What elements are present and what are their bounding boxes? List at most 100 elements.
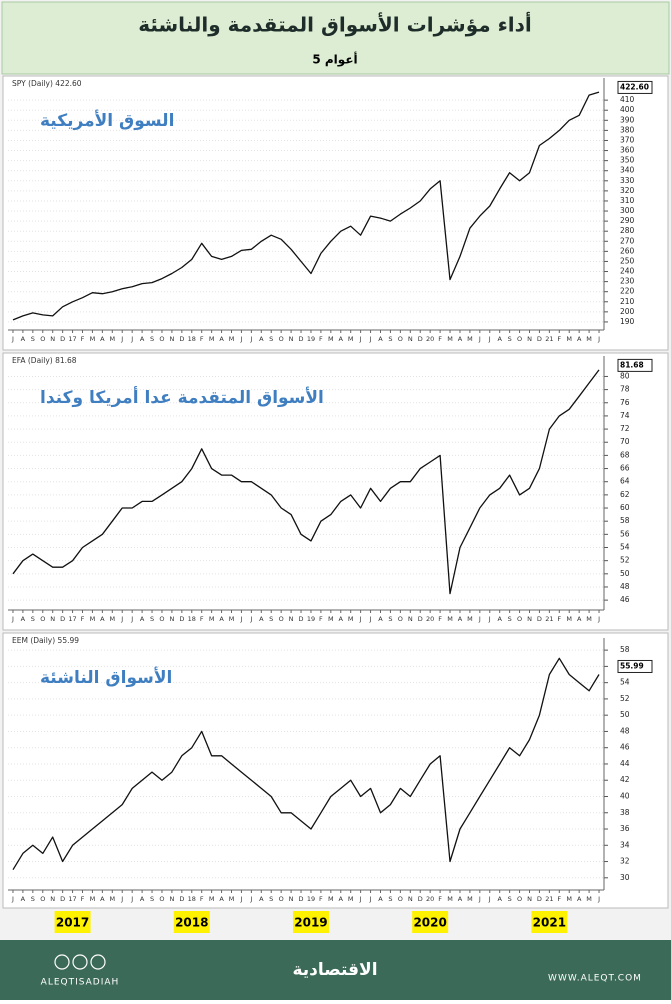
annotation: الأسواق المتقدمة عدا أمريكا وكندا [40, 386, 324, 408]
y-tick-label: 66 [620, 464, 630, 473]
x-tick-label: M [447, 335, 453, 343]
x-tick-label: A [339, 615, 344, 623]
x-tick-label: A [339, 335, 344, 343]
x-tick-label: J [130, 335, 133, 343]
x-tick-label: N [169, 615, 174, 623]
footer-handle: ALEQTISADIAH [41, 978, 120, 988]
x-tick-label: N [527, 615, 532, 623]
last-value-box [617, 358, 653, 372]
x-tick-label: A [100, 615, 105, 623]
x-tick-label: A [497, 615, 502, 623]
year-label: 2019 [294, 916, 327, 930]
subtitle: 5 أعوام [312, 52, 357, 68]
x-tick-label: O [398, 895, 403, 903]
year-box [531, 911, 568, 933]
y-tick-label: 350 [620, 156, 635, 165]
last-value-label: 422.60 [620, 82, 649, 91]
last-value-box [617, 659, 653, 673]
x-tick-label: A [140, 335, 145, 343]
y-tick-label: 320 [620, 186, 635, 195]
x-tick-label: O [517, 895, 522, 903]
last-value-label: 55.99 [620, 661, 644, 670]
year-box [412, 911, 449, 933]
y-tick-label: 210 [620, 297, 635, 306]
x-tick-label: N [50, 335, 55, 343]
y-tick-label: 46 [620, 595, 630, 604]
x-tick-label: M [467, 895, 473, 903]
x-tick-label: O [398, 335, 403, 343]
x-tick-label: S [388, 335, 392, 343]
x-tick-label: A [219, 895, 224, 903]
x-tick-label: 17 [68, 615, 76, 623]
y-tick-label: 54 [620, 543, 630, 552]
x-tick-label: S [269, 895, 273, 903]
x-tick-label: J [488, 615, 491, 623]
x-tick-label: S [508, 615, 512, 623]
y-tick-label: 80 [620, 371, 630, 380]
y-tick-label: 42 [620, 775, 630, 784]
y-tick-label: 300 [620, 206, 635, 215]
title: أداء مؤشرات الأسواق المتقدمة والناشئة [138, 11, 532, 37]
x-tick-label: A [100, 335, 105, 343]
x-tick-label: M [566, 895, 572, 903]
y-tick-label: 44 [620, 759, 630, 768]
x-tick-label: S [150, 335, 154, 343]
x-tick-label: 18 [188, 615, 196, 623]
x-tick-label: N [289, 895, 294, 903]
x-tick-label: M [447, 895, 453, 903]
x-tick-label: F [557, 335, 561, 343]
year-label: 2020 [413, 916, 446, 930]
annotation: السوق الأمريكية [40, 110, 174, 131]
y-tick-label: 410 [620, 95, 635, 104]
x-tick-label: O [279, 895, 284, 903]
x-tick-label: D [179, 615, 184, 623]
x-tick-label: A [339, 895, 344, 903]
x-tick-label: M [229, 615, 235, 623]
x-tick-label: D [299, 895, 304, 903]
x-tick-label: J [11, 615, 14, 623]
x-tick-label: N [408, 335, 413, 343]
x-tick-label: A [259, 335, 264, 343]
footer-brand: الاقتصادية [292, 960, 377, 980]
x-tick-label: D [299, 615, 304, 623]
x-tick-label: D [537, 895, 542, 903]
y-tick-label: 68 [620, 450, 630, 459]
x-tick-label: J [249, 895, 252, 903]
x-tick-label: S [269, 615, 273, 623]
x-tick-label: M [109, 335, 115, 343]
x-tick-label: D [537, 335, 542, 343]
x-tick-label: S [150, 895, 154, 903]
x-tick-label: J [249, 615, 252, 623]
y-tick-label: 200 [620, 307, 635, 316]
last-value-box [617, 80, 653, 94]
x-tick-label: N [50, 615, 55, 623]
y-tick-label: 58 [620, 645, 630, 654]
x-tick-label: A [21, 895, 26, 903]
x-tick-label: N [50, 895, 55, 903]
x-tick-label: N [289, 335, 294, 343]
y-tick-label: 380 [620, 125, 635, 134]
y-tick-label: 290 [620, 216, 635, 225]
y-tick-label: 60 [620, 503, 630, 512]
x-tick-label: J [478, 615, 481, 623]
x-tick-label: M [586, 895, 592, 903]
x-tick-label: M [229, 335, 235, 343]
x-tick-label: A [140, 895, 145, 903]
x-tick-label: F [81, 895, 85, 903]
x-tick-label: D [537, 615, 542, 623]
y-tick-label: 70 [620, 437, 630, 446]
x-tick-label: F [319, 615, 323, 623]
x-tick-label: F [200, 895, 204, 903]
x-tick-label: M [566, 615, 572, 623]
x-tick-label: 19 [307, 335, 315, 343]
x-tick-label: J [11, 335, 14, 343]
x-tick-label: J [597, 335, 600, 343]
x-tick-label: D [60, 895, 65, 903]
x-tick-label: F [200, 615, 204, 623]
x-tick-label: F [438, 615, 442, 623]
x-tick-label: F [319, 895, 323, 903]
x-tick-label: S [269, 335, 273, 343]
x-tick-label: J [369, 615, 372, 623]
x-tick-label: D [179, 335, 184, 343]
